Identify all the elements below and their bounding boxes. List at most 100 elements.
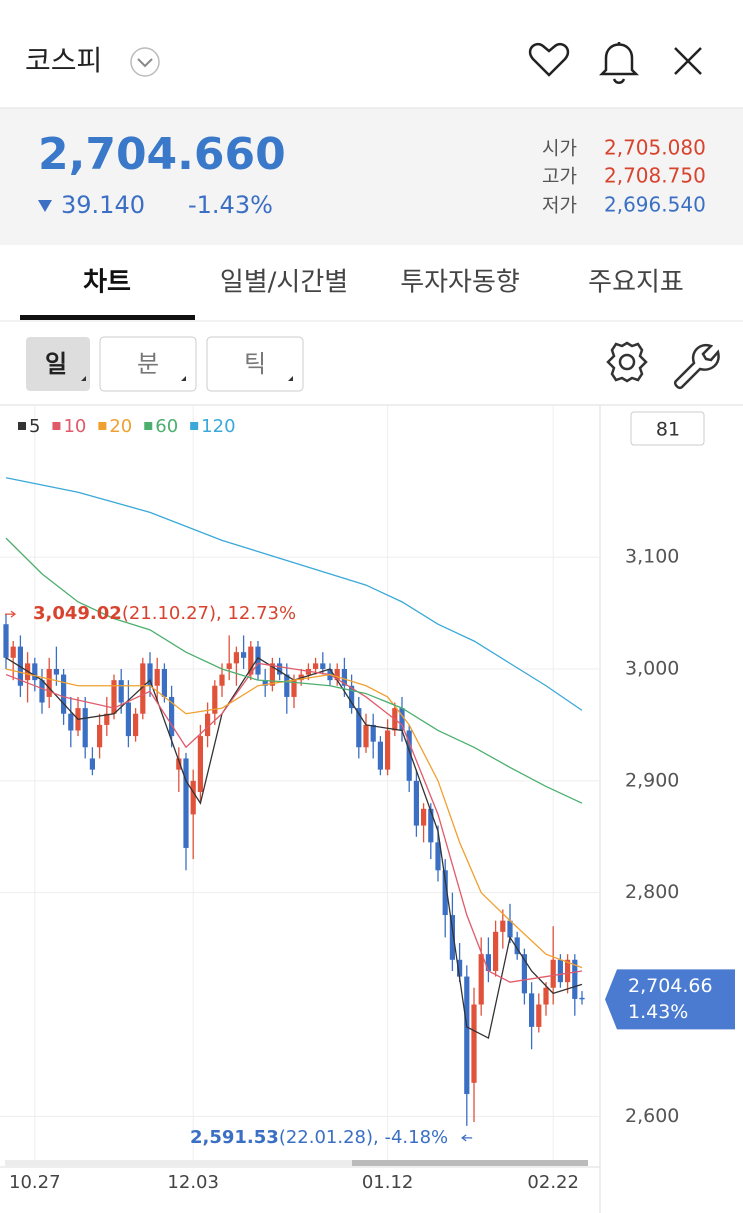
y-tick-label: 2,800 (625, 881, 679, 903)
candle-body (291, 680, 297, 697)
candle-body (226, 663, 232, 669)
stat-value: 2,705.080 (604, 136, 706, 160)
candle-body (341, 668, 347, 686)
candle-body (478, 954, 484, 1005)
page-title[interactable]: 코스피 (25, 44, 102, 77)
last-change: 1.43% (628, 1001, 688, 1023)
scroll-track (5, 1160, 588, 1166)
y-tick-label: 2,600 (625, 1105, 679, 1127)
period-button[interactable] (99, 336, 197, 392)
candle-body (435, 842, 441, 871)
max-label: 3,049.02 (33, 603, 122, 624)
candle-body (212, 685, 218, 714)
candle-body (377, 741, 383, 770)
candle-body (219, 674, 225, 686)
candle-body (413, 780, 419, 826)
y-tick-label: 3,000 (625, 657, 679, 679)
tab[interactable]: 일별/시간별 (220, 268, 348, 298)
candle-body (176, 758, 182, 770)
tab[interactable]: 주요지표 (588, 268, 684, 298)
period-label[interactable]: 틱 (244, 350, 266, 378)
tools-icon[interactable] (674, 343, 720, 389)
legend-label: 120 (201, 416, 235, 437)
candle-body (485, 954, 491, 971)
candle-body (190, 780, 196, 815)
stat-label: 시가 (542, 138, 577, 160)
period-label[interactable]: 일 (45, 350, 67, 378)
scroll-thumb[interactable] (352, 1160, 588, 1166)
candle-body (133, 713, 139, 737)
x-tick-label: 10.27 (9, 1172, 61, 1193)
settings-icon[interactable] (606, 341, 648, 383)
x-tick-label: 01.12 (362, 1172, 414, 1193)
candle-body (111, 680, 117, 714)
candle-body (82, 708, 88, 748)
candle-body (557, 959, 563, 983)
visible-count: 81 (656, 419, 680, 441)
candle-body (183, 758, 189, 848)
legend-label: 20 (109, 416, 132, 437)
candle-body (529, 993, 535, 1027)
min-detail: (22.01.28), -4.18% (279, 1127, 448, 1148)
candle-body (457, 959, 463, 977)
candle-body (565, 959, 571, 983)
legend-swatch (52, 422, 61, 430)
legend-swatch (144, 422, 153, 430)
candle-body (572, 959, 578, 999)
candle-body (269, 663, 275, 686)
candle-body (471, 1004, 477, 1083)
candle-body (147, 663, 153, 686)
candle-body (428, 808, 434, 843)
favorite-icon[interactable] (528, 42, 570, 77)
period-label[interactable]: 분 (137, 350, 159, 378)
period-button[interactable] (206, 336, 304, 392)
candle-body (104, 713, 110, 725)
candle-body (356, 708, 362, 748)
alert-icon[interactable] (598, 42, 640, 84)
down-arrow (38, 200, 52, 212)
price: 2,704.660 (38, 129, 286, 180)
ma-line (5, 537, 583, 804)
legend-swatch (18, 422, 26, 430)
candle-body (543, 987, 549, 1005)
legend-swatch (98, 422, 107, 430)
stat-value: 2,708.750 (604, 164, 706, 188)
candle-body (493, 931, 499, 971)
candle-body (68, 713, 74, 731)
y-tick-label: 3,100 (625, 546, 679, 568)
y-tick-label: 2,900 (625, 769, 679, 791)
legend-label: 60 (155, 416, 178, 437)
candle-body (118, 680, 124, 703)
candle-body (284, 674, 290, 697)
candle-body (277, 663, 283, 675)
price-change-pct: -1.43% (188, 191, 273, 219)
stat-label: 고가 (542, 166, 577, 188)
candle-body (579, 997, 585, 1000)
candle-body (349, 685, 355, 709)
candle-body (320, 663, 326, 669)
tab-underline (20, 315, 195, 320)
candle-body (39, 680, 45, 703)
close-icon[interactable] (674, 47, 702, 75)
candle-body (313, 663, 319, 669)
candle-body (500, 920, 506, 932)
candle-body (97, 724, 103, 748)
tab[interactable]: 투자자동향 (400, 268, 520, 298)
candle-body (248, 646, 254, 675)
candle-body (514, 937, 520, 955)
tab-active[interactable]: 차트 (83, 268, 131, 298)
period-button[interactable] (26, 337, 90, 391)
candle-body (442, 870, 448, 916)
candle-body (521, 954, 527, 994)
dropdown-button[interactable] (130, 47, 160, 77)
candle-body (154, 668, 160, 686)
candle-body (399, 708, 405, 731)
last-price: 2,704.66 (628, 975, 713, 997)
x-tick-label: 02.22 (527, 1172, 579, 1193)
candle-body (46, 668, 52, 697)
candle-body (449, 915, 455, 960)
candle-body (507, 920, 513, 938)
min-label: 2,591.53 (190, 1127, 279, 1148)
legend-label: 10 (63, 416, 86, 437)
